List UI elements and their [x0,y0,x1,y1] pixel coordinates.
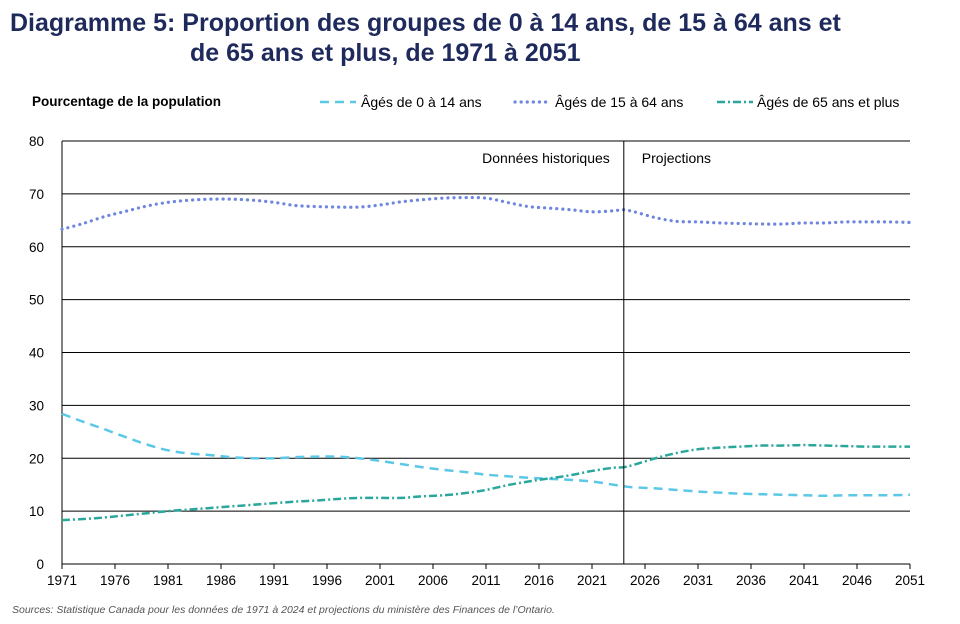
y-tick-label: 70 [29,187,44,202]
legend-label-senior: Âgés de 65 ans et plus [757,94,899,110]
legend-item-senior: Âgés de 65 ans et plus [717,94,899,110]
series-lines [60,195,912,522]
x-tick-label: 2031 [683,573,713,588]
series-line-youth [61,412,911,498]
x-tick-label: 2011 [471,573,500,588]
series-line-senior [61,443,910,522]
y-tick-label: 30 [29,398,44,413]
legend-item-youth: Âgés de 0 à 14 ans [320,94,482,110]
x-tick-label: 2046 [842,573,872,588]
series-line-working [60,195,912,231]
y-tick-label: 60 [29,240,44,255]
x-tick-label: 1996 [312,573,342,588]
x-tick-label: 2041 [789,573,819,588]
x-tick-label: 2026 [630,573,660,588]
legend-label-working: Âgés de 15 à 64 ans [555,94,683,110]
x-tick-label: 1971 [47,573,77,588]
y-tick-label: 0 [36,557,44,572]
x-tick-label: 1976 [100,573,130,588]
annotation-projections: Projections [642,150,711,166]
y-tick-label: 40 [29,346,44,361]
chart-title: Diagramme 5: Proportion des groupes de 0… [10,8,950,68]
gridlines [62,140,910,565]
annotation-historical: Données historiques [482,150,610,166]
y-tick-label: 80 [29,134,44,149]
x-tick-label: 2016 [524,573,554,588]
axes: 0 10 20 30 40 50 60 70 80 1971 1976 1981 1986 1991 199… [29,134,925,588]
x-tick-label: 2021 [577,573,607,588]
legend-label-youth: Âgés de 0 à 14 ans [361,94,482,110]
x-tick-label: 1991 [259,573,289,588]
source-note: Sources: Statistique Canada pour les don… [12,604,555,616]
y-tick-label: 10 [29,504,44,519]
y-tick-label: 20 [29,451,44,466]
annotations: Données historiques Projections [482,141,711,564]
y-axis-label: Pourcentage de la population [32,94,221,109]
x-tick-label: 2001 [365,573,395,588]
x-tick-label: 2006 [418,573,448,588]
x-tick-label: 1981 [153,573,183,588]
x-tick-label: 2051 [895,573,925,588]
legend-item-working: Âgés de 15 à 64 ans [513,94,683,110]
y-tick-label: 50 [29,293,44,308]
legend: Âgés de 0 à 14 ans Âgés de 15 à 64 ans Â… [320,94,899,110]
x-tick-label: 2036 [736,573,766,588]
x-tick-label: 1986 [206,573,236,588]
title-line-1: Diagramme 5: Proportion des groupes de 0… [10,9,841,37]
title-line-2: de 65 ans et plus, de 1971 à 2051 [190,39,581,67]
